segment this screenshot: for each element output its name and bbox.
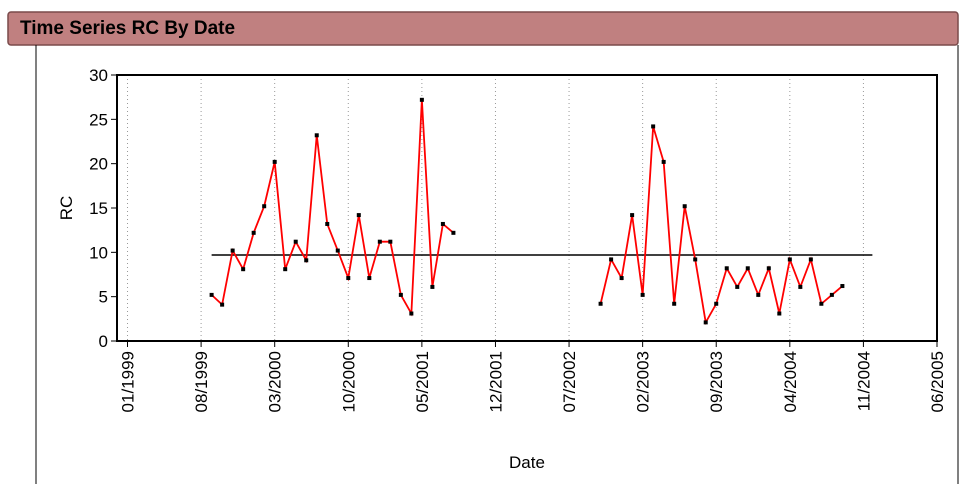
data-point [314,133,319,138]
data-point [209,292,214,297]
data-point [819,301,824,306]
data-point [735,284,740,289]
y-tick-label: 25 [89,110,108,129]
data-point [703,320,708,325]
data-point [325,221,330,226]
data-point [356,213,361,218]
x-tick-label: 03/2000 [266,351,285,412]
data-point [241,267,246,272]
data-point [598,301,603,306]
data-point [409,311,414,316]
y-tick-label: 20 [89,155,108,174]
data-point [430,284,435,289]
data-point [619,276,624,281]
data-point [777,311,782,316]
data-point [682,204,687,209]
data-point [808,257,813,262]
data-point [440,221,445,226]
data-point [293,239,298,244]
data-point [640,292,645,297]
data-point [745,266,750,271]
data-point [377,239,382,244]
data-point [304,258,309,263]
data-point [220,302,225,307]
data-point [798,284,803,289]
x-tick-label: 06/2005 [928,351,947,412]
y-axis-label: RC [57,196,76,221]
x-tick-label: 11/2004 [854,351,873,411]
y-tick-label: 0 [99,332,108,351]
x-tick-label: 07/2002 [560,351,579,412]
data-point [766,266,771,271]
data-point [346,276,351,281]
data-point [672,301,677,306]
data-point [693,257,698,262]
y-tick-label: 10 [89,243,108,262]
data-point [787,257,792,262]
x-axis-label: Date [509,453,545,472]
x-tick-label: 04/2004 [781,351,800,412]
data-point [451,230,456,235]
data-point [651,124,656,129]
chart-title: Time Series RC By Date [20,18,235,39]
plot-frame [116,74,938,342]
data-point [262,204,267,209]
x-tick-label: 08/1999 [192,351,211,412]
y-tick-label: 15 [89,199,108,218]
x-tick-label: 05/2001 [413,351,432,412]
data-point [714,301,719,306]
data-point [661,159,666,164]
series-line [211,99,843,326]
y-tick-label: 30 [89,66,108,85]
data-point [367,276,372,281]
data-point [840,284,845,289]
data-point [630,213,635,218]
x-tick-label: 01/1999 [119,351,138,412]
data-point [272,159,277,164]
x-tick-label: 09/2003 [707,351,726,412]
data-point [756,292,761,297]
data-point [829,292,834,297]
data-point [335,248,340,253]
x-tick-label: 10/2000 [339,351,358,412]
data-point [283,267,288,272]
data-point [230,248,235,253]
header-bar [7,11,959,46]
data-point [388,239,393,244]
data-point [609,257,614,262]
x-tick-label: 12/2001 [486,351,505,412]
data-point [251,230,256,235]
x-tick-label: 02/2003 [634,351,653,412]
data-point [724,266,729,271]
data-point [398,292,403,297]
y-tick-label: 5 [99,288,108,307]
data-point [419,97,424,102]
